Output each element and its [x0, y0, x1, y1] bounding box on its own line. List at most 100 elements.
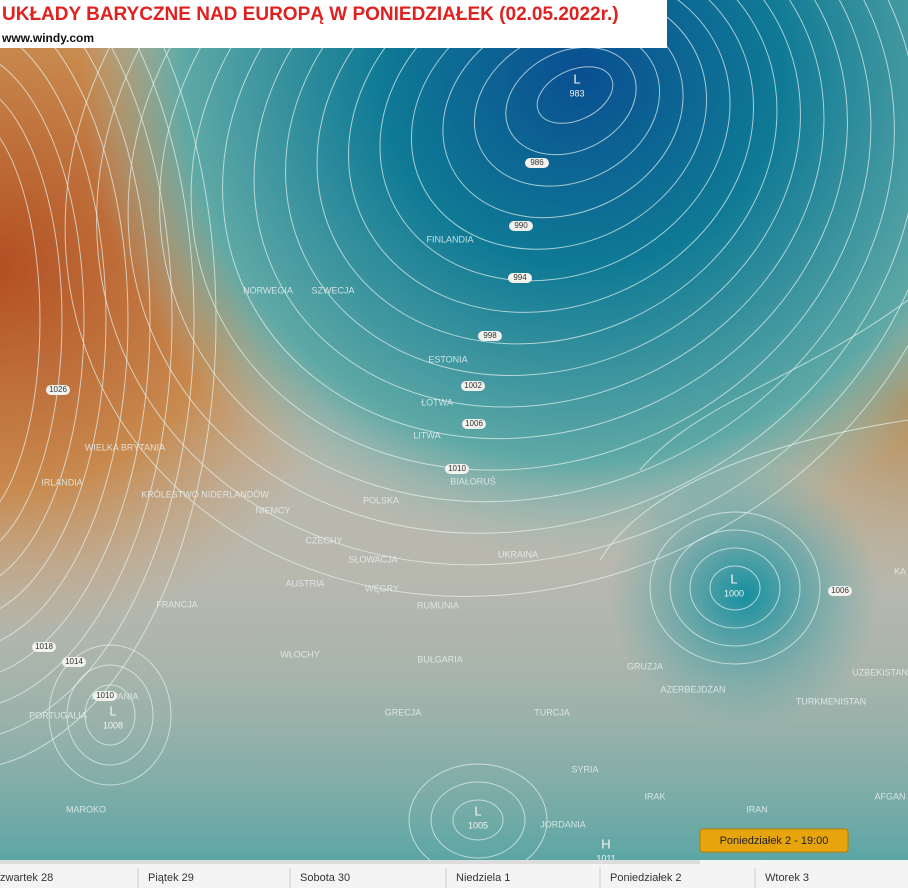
isobar	[316, 0, 778, 345]
isobar	[48, 644, 172, 786]
isobar-label: 1010	[96, 691, 114, 700]
timeline-progress	[0, 860, 700, 864]
timeline-day: Sobota 30	[300, 872, 350, 884]
isobar-label-box	[445, 464, 469, 474]
country-label: MAROKO	[66, 804, 106, 814]
isobar	[347, 0, 755, 313]
isobar	[84, 684, 136, 746]
isobar-label: 998	[483, 331, 497, 340]
isobar	[689, 547, 781, 629]
title-box	[0, 0, 667, 48]
isobar-label-box	[93, 691, 117, 701]
source: www.windy.com	[1, 31, 94, 45]
country-label: TURCJA	[534, 707, 570, 717]
current-time: Poniedziałek 2 - 19:00	[720, 835, 829, 847]
country-label: TURKMENISTAN	[796, 696, 866, 706]
isobar	[452, 799, 504, 841]
isobar	[0, 0, 217, 765]
country-label: UKRAINA	[498, 549, 538, 559]
title: UKŁADY BARYCZNE NAD EUROPĄ W PONIEDZIAŁE…	[2, 4, 619, 25]
country-label: POLSKA	[363, 495, 399, 505]
isobar	[96, 0, 908, 566]
country-label: IRAN	[746, 804, 768, 814]
isobar-label-box	[525, 158, 549, 168]
isobar	[0, 0, 195, 735]
isobar	[599, 419, 908, 561]
pressure-symbol: L	[474, 803, 481, 818]
pressure-value: 983	[569, 88, 584, 98]
isobar-label: 1026	[49, 385, 67, 394]
country-label: WĘGRY	[365, 583, 399, 593]
country-label: FINLANDIA	[426, 234, 473, 244]
isobar-label: 990	[514, 221, 528, 230]
country-label: WŁOCHY	[280, 649, 320, 659]
timeline-day: zwartek 28	[0, 872, 53, 884]
timeline-day: Poniedziałek 2	[610, 872, 682, 884]
country-label: SZWECJA	[311, 285, 354, 295]
isobar-label: 994	[513, 273, 527, 282]
country-label: UZBEKISTAN	[852, 667, 908, 677]
isobar	[0, 0, 151, 673]
isobar	[285, 0, 801, 376]
country-label: AFGAN	[874, 791, 905, 801]
time-badge	[699, 828, 849, 853]
isobar	[0, 0, 129, 641]
country-label: PORTUGALIA	[29, 710, 87, 720]
timeline-day: Niedziela 1	[456, 872, 510, 884]
isobar-label-box	[32, 642, 56, 652]
isobar	[669, 529, 801, 647]
pressure-symbol: H	[601, 836, 610, 851]
isobar	[430, 781, 526, 859]
country-label: AZERBEJDŻAN	[660, 684, 725, 694]
country-label: IRLANDIA	[41, 477, 83, 487]
country-label: GRECJA	[385, 707, 422, 717]
isobar	[0, 98, 63, 542]
country-label: SYRIA	[571, 764, 598, 774]
pressure-value: 1005	[468, 820, 488, 830]
isobar-label-box	[509, 221, 533, 231]
country-label: ESTONIA	[428, 354, 467, 364]
labels: FINLANDIA NORWEGIA SZWECJA ESTONIA ŁOTWA LITW…	[29, 71, 908, 863]
country-label: NIEMCY	[255, 505, 290, 515]
isobar-label: 1010	[448, 464, 466, 473]
isobar	[127, 0, 908, 534]
timeline-bar	[0, 860, 908, 888]
pressure-value: 1008	[103, 720, 123, 730]
timeline-day: Wtorek 3	[765, 872, 809, 884]
country-label: KA	[894, 566, 906, 576]
isobar	[709, 565, 761, 611]
isobar-label-box	[462, 419, 486, 429]
isobar	[222, 0, 848, 440]
pressure-symbol: L	[730, 571, 737, 586]
country-label: FRANCJA	[156, 599, 198, 609]
isobar-label: 1006	[465, 419, 483, 428]
country-label: ŁOTWA	[421, 397, 453, 407]
isobar-label-box	[62, 657, 86, 667]
isobar-label-box	[46, 385, 70, 395]
country-label: KRÓLESTWO NIDERLANDÓW	[141, 489, 269, 499]
isobar-label: 1018	[35, 642, 53, 651]
country-label: SŁOWACJA	[348, 554, 397, 564]
pressure-value: 1000	[724, 588, 744, 598]
isobar	[536, 66, 614, 124]
country-label: GRUZJA	[627, 661, 663, 671]
isobar	[639, 299, 908, 471]
country-label: BUŁGARIA	[417, 654, 463, 664]
isobar-label: 986	[530, 158, 544, 167]
isobar	[66, 664, 154, 766]
isobar	[0, 0, 173, 704]
isobar	[0, 137, 41, 503]
isobar-label: 1002	[464, 381, 482, 390]
isobar-label-box	[828, 586, 852, 596]
pressure-value: 1011	[596, 853, 615, 863]
country-label: WIELKA BRYTANIA	[85, 442, 165, 452]
timeline-day: Piątek 29	[148, 872, 194, 884]
isobar-label: 1014	[65, 657, 83, 666]
pressure-symbol: L	[109, 703, 116, 718]
country-label: LITWA	[413, 430, 440, 440]
country-label: CZECHY	[305, 535, 342, 545]
country-label: NORWEGIA	[243, 285, 293, 295]
country-label: BIAŁORUŚ	[450, 475, 496, 486]
